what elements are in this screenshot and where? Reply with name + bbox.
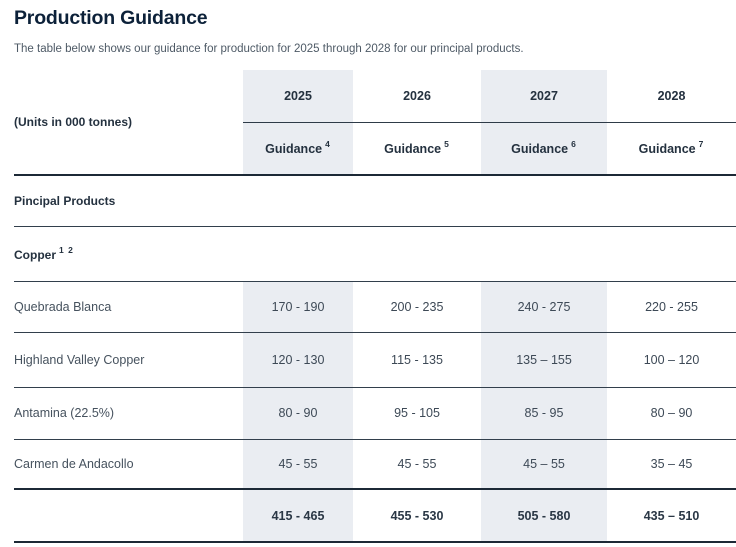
header-row-guidance: Guidance 4 Guidance 5 Guidance 6 Guidance 7 (14, 122, 736, 176)
total-value: 455 - 530 (353, 488, 481, 543)
total-row-label (14, 488, 243, 543)
table-row-quebrada-blanca: Quebrada Blanca 170 - 190 200 - 235 240 … (14, 281, 736, 333)
cell-value: 35 – 45 (607, 439, 736, 490)
table-row-antamina: Antamina (22.5%) 80 - 90 95 - 105 85 - 9… (14, 387, 736, 440)
total-value: 415 - 465 (243, 488, 353, 543)
table-row-total: 415 - 465 455 - 530 505 - 580 435 – 510 (14, 488, 736, 543)
guidance-header-2027: Guidance 6 (481, 122, 607, 176)
column-header-2026: 2026 (353, 70, 481, 123)
footnote-ref-7: 7 (698, 139, 705, 150)
page-subtitle: The table below shows our guidance for p… (14, 43, 524, 55)
footnote-ref-6: 6 (571, 139, 577, 150)
group-row-copper: Copper 1 2 (14, 226, 736, 282)
production-guidance-table: (Units in 000 tonnes) 2025 2026 2027 202… (14, 70, 736, 543)
cell-value: 100 – 120 (607, 332, 736, 388)
cell-value: 135 – 155 (481, 332, 607, 388)
cell-value: 85 - 95 (481, 387, 607, 440)
header-row-years: (Units in 000 tonnes) 2025 2026 2027 202… (14, 70, 736, 176)
cell-value: 200 - 235 (353, 281, 481, 333)
group-label: Copper (14, 247, 56, 262)
cell-value: 95 - 105 (353, 387, 481, 440)
cell-value: 240 - 275 (481, 281, 607, 333)
cell-value: 170 - 190 (243, 281, 353, 333)
guidance-header-2026: Guidance 5 (353, 122, 481, 176)
guidance-label: Guidance (511, 142, 569, 157)
column-header-2028: 2028 (607, 70, 736, 123)
cell-value: 45 - 55 (353, 439, 481, 490)
cell-value: 45 - 55 (243, 439, 353, 490)
column-header-2027: 2027 (481, 70, 607, 123)
cell-value: 45 – 55 (481, 439, 607, 490)
table-row-highland-valley-copper: Highland Valley Copper 120 - 130 115 - 1… (14, 332, 736, 388)
page-title: Production Guidance (14, 7, 208, 29)
footnote-ref-1-2: 1 2 (59, 244, 74, 255)
section-row-principal-products: Pincipal Products (14, 175, 736, 227)
table-row-carmen-de-andacollo: Carmen de Andacollo 45 - 55 45 - 55 45 –… (14, 439, 736, 490)
units-label: (Units in 000 tonnes) (14, 70, 243, 176)
row-label: Antamina (22.5%) (14, 387, 243, 440)
guidance-label: Guidance (638, 142, 696, 157)
cell-value: 115 - 135 (353, 332, 481, 388)
section-label: Pincipal Products (14, 175, 736, 227)
guidance-label: Guidance (384, 142, 442, 157)
total-value: 505 - 580 (481, 488, 607, 543)
footnote-ref-4: 4 (325, 139, 331, 150)
column-header-2025: 2025 (243, 70, 353, 123)
row-label: Highland Valley Copper (14, 332, 243, 388)
cell-value: 220 - 255 (607, 281, 736, 333)
row-label: Carmen de Andacollo (14, 439, 243, 490)
cell-value: 80 – 90 (607, 387, 736, 440)
cell-value: 80 - 90 (243, 387, 353, 440)
total-value: 435 – 510 (607, 488, 736, 543)
guidance-label: Guidance (265, 142, 323, 157)
guidance-header-2028: Guidance 7 (607, 122, 736, 176)
row-label: Quebrada Blanca (14, 281, 243, 333)
guidance-header-2025: Guidance 4 (243, 122, 353, 176)
footnote-ref-5: 5 (444, 139, 450, 150)
group-label-copper: Copper 1 2 (14, 226, 736, 282)
cell-value: 120 - 130 (243, 332, 353, 388)
